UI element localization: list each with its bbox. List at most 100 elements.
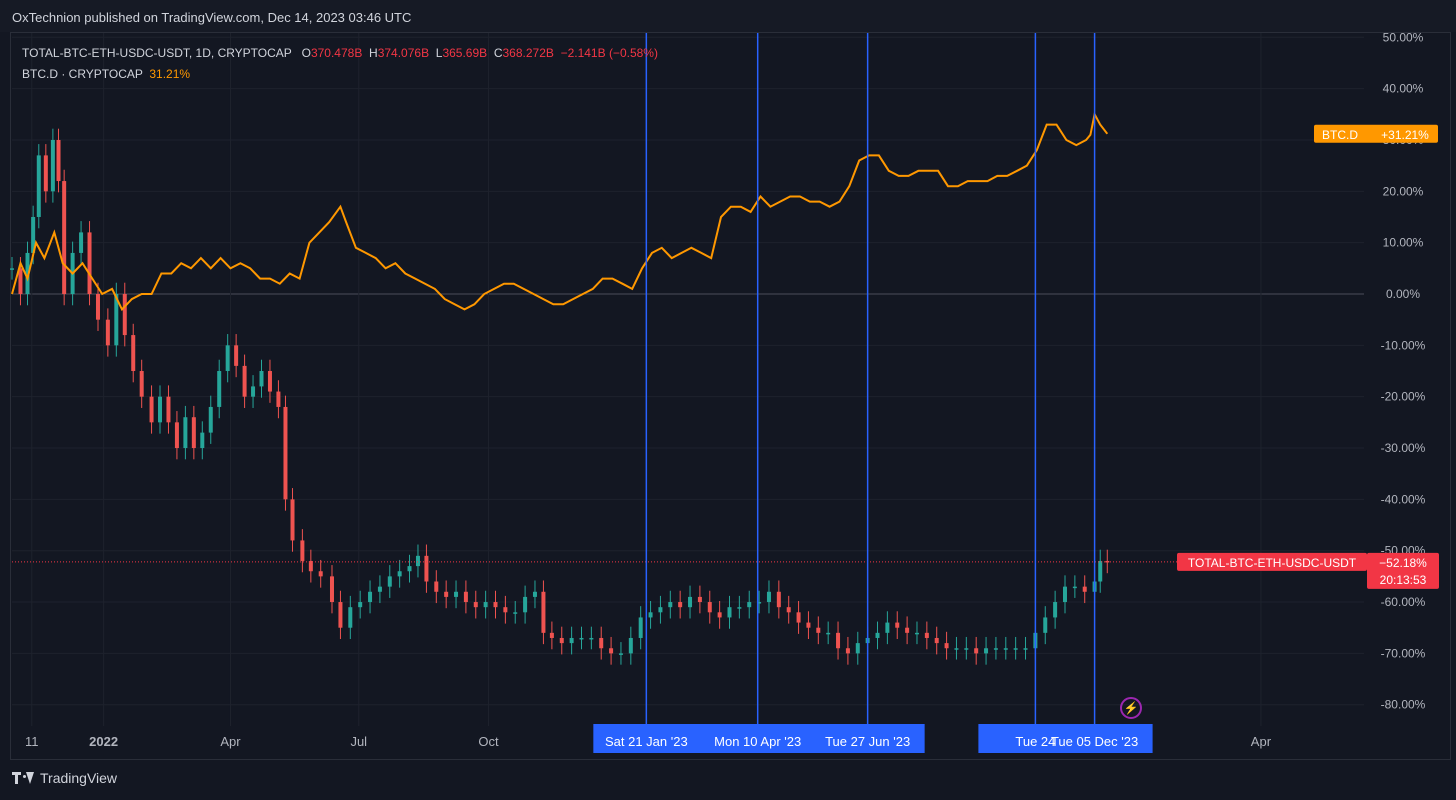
- candle-body: [569, 637, 574, 644]
- candle-body: [796, 612, 801, 623]
- candle-body: [668, 602, 673, 608]
- candle-body: [638, 617, 643, 638]
- candle-body: [816, 627, 821, 633]
- y-tick-label: 50.00%: [1383, 30, 1424, 44]
- legend-second-symbol: BTC.D · CRYPTOCAP: [22, 67, 143, 81]
- total-tag-countdown: 20:13:53: [1380, 573, 1427, 587]
- candle-body: [276, 391, 281, 407]
- candle-body: [855, 643, 860, 654]
- y-tick-label: -20.00%: [1381, 390, 1426, 404]
- candle-body: [845, 648, 850, 654]
- candle-body: [387, 576, 392, 587]
- candle-body: [1053, 602, 1058, 618]
- candle-body: [200, 432, 205, 449]
- candle-body: [1072, 586, 1077, 589]
- y-tick-label: 0.00%: [1386, 287, 1420, 301]
- candle-body: [688, 596, 693, 608]
- legend-open-value: 370.478B: [310, 46, 363, 60]
- candle-body: [368, 591, 373, 603]
- candle-body: [36, 155, 41, 217]
- legend-low-label: L: [435, 46, 443, 60]
- total-tag-name-box: [1177, 552, 1367, 571]
- candle-body: [225, 345, 230, 372]
- y-tick-label: -80.00%: [1381, 698, 1426, 712]
- candle-body: [56, 139, 61, 182]
- candle-body: [806, 622, 811, 628]
- candle-body: [259, 371, 264, 387]
- candle-body: [493, 602, 498, 608]
- x-tick-label: 11: [25, 734, 39, 749]
- legend-main-symbol: TOTAL-BTC-ETH-USDC-USDT, 1D, CRYPTOCAP: [22, 46, 292, 60]
- legend-main-row[interactable]: TOTAL-BTC-ETH-USDC-USDT, 1D, CRYPTOCAP O…: [22, 43, 658, 64]
- candle-body: [757, 602, 762, 604]
- footer-brand[interactable]: TradingView: [40, 770, 118, 786]
- tradingview-logo-icon: [12, 772, 34, 784]
- candle-body: [358, 602, 363, 608]
- candle-body: [290, 499, 295, 541]
- candle-body: [318, 571, 323, 577]
- candle-body: [377, 586, 382, 592]
- publish-bar: OxTechnion published on TradingView.com,…: [0, 0, 1456, 32]
- candle-body: [1043, 617, 1048, 633]
- candle-body: [766, 591, 771, 603]
- y-tick-label: -70.00%: [1381, 646, 1426, 660]
- candle-body: [658, 607, 663, 613]
- marker-label-box-left: [593, 724, 925, 753]
- candle-body: [424, 555, 429, 582]
- candle-body: [87, 232, 92, 294]
- y-tick-label: 10.00%: [1383, 236, 1424, 250]
- candle-body: [727, 607, 732, 618]
- lightning-icon[interactable]: ⚡: [1120, 697, 1142, 719]
- candle-body: [984, 648, 989, 654]
- candle-body: [348, 607, 353, 628]
- candle-body: [283, 406, 288, 500]
- candle-body: [944, 643, 949, 649]
- legend-close-value: 368.272B: [502, 46, 554, 60]
- candle-body: [786, 607, 791, 613]
- legend-low-value: 365.69B: [442, 46, 488, 60]
- x-tick-label: Apr: [1251, 734, 1272, 749]
- publisher-text: OxTechnion published on TradingView.com,…: [12, 10, 412, 25]
- candle-body: [523, 596, 528, 613]
- candle-body: [158, 396, 163, 423]
- y-tick-label: -60.00%: [1381, 595, 1426, 609]
- candle-body: [183, 417, 188, 449]
- candle-body: [934, 637, 939, 644]
- candle-body: [885, 622, 890, 633]
- candle-body: [503, 607, 508, 613]
- total-tag-value-box: [1367, 552, 1439, 589]
- candle-body: [10, 268, 14, 270]
- marker-date-label: Sat 21 Jan '23: [605, 734, 688, 749]
- candle-body: [541, 591, 546, 633]
- candle-body: [678, 602, 683, 608]
- candle-body: [473, 602, 478, 608]
- y-tick-label: 40.00%: [1383, 82, 1424, 96]
- candle-body: [444, 591, 449, 597]
- candle-body: [300, 540, 305, 561]
- x-tick-label: Apr: [220, 734, 241, 749]
- candle-body: [993, 648, 998, 650]
- candle-body: [589, 637, 594, 640]
- btcd-tag: [1314, 124, 1438, 143]
- candle-body: [924, 632, 929, 638]
- chart-frame[interactable]: [10, 32, 1451, 760]
- candle-body: [217, 371, 222, 407]
- candle-body: [836, 632, 841, 649]
- candle-body: [776, 591, 781, 608]
- marker-date-label: Mon 10 Apr '23: [714, 734, 801, 749]
- candle-body: [166, 396, 171, 423]
- candle-body: [397, 571, 402, 577]
- marker-date-label: Tue 24: [1015, 734, 1055, 749]
- candle-body: [1098, 560, 1103, 582]
- candle-body: [191, 417, 196, 449]
- legend-second-row[interactable]: BTC.D · CRYPTOCAP 31.21%: [22, 64, 658, 85]
- x-tick-label: Oct: [478, 734, 499, 749]
- candle-body: [242, 365, 247, 397]
- candle-body: [579, 637, 584, 640]
- candle-body: [338, 602, 343, 628]
- y-tick-label: -30.00%: [1381, 441, 1426, 455]
- candle-body: [105, 319, 110, 346]
- candle-body: [717, 612, 722, 618]
